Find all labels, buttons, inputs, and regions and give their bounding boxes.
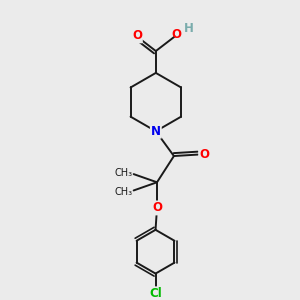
Text: H: H — [184, 22, 194, 35]
Text: O: O — [171, 28, 181, 40]
Text: O: O — [199, 148, 209, 161]
Text: O: O — [152, 201, 162, 214]
Text: O: O — [132, 29, 142, 42]
Text: N: N — [151, 125, 161, 138]
Text: Cl: Cl — [149, 287, 162, 300]
Text: CH₃: CH₃ — [114, 168, 132, 178]
Text: CH₃: CH₃ — [114, 187, 132, 197]
